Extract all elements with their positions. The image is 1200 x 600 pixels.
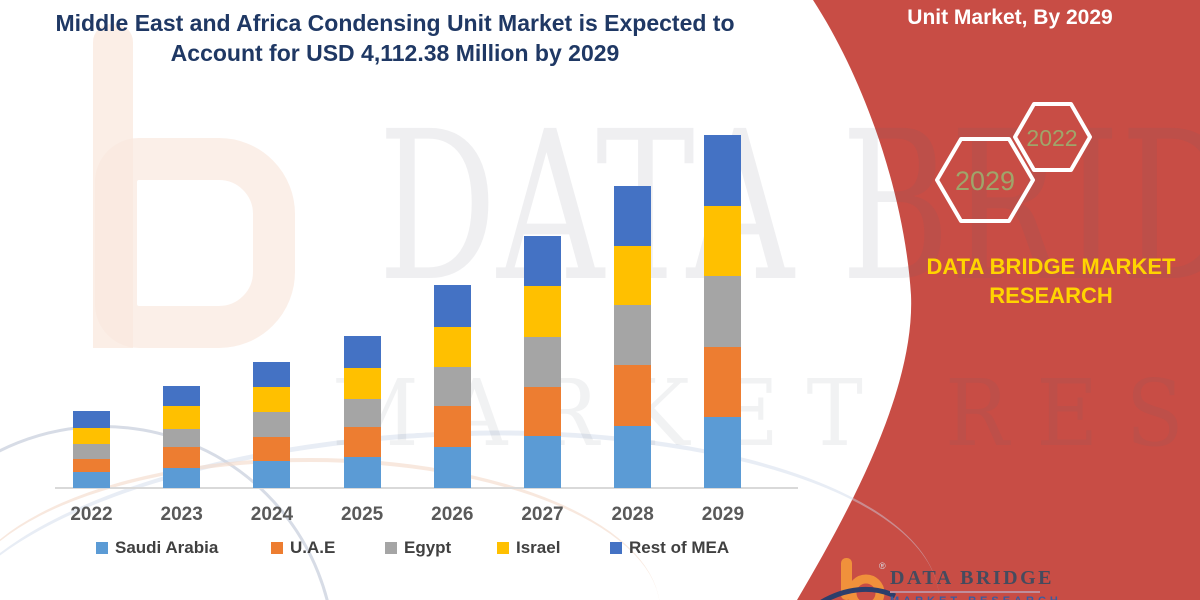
bar-segment-2024-saudi-arabia [253,461,291,488]
legend-swatch [610,542,622,554]
bar-segment-2025-rest-of-mea [343,335,381,369]
x-axis-line [55,487,798,489]
axis-year-label: 2024 [250,504,294,525]
legend-item: Israel [497,538,560,558]
axis-year-label: 2028 [611,504,654,525]
bar-segment-2027-egypt [524,337,561,387]
bar-segment-2029-rest-of-mea [704,135,742,207]
bar-segment-2029-israel [704,206,742,276]
chart-title: Middle East and Africa Condensing Unit M… [30,8,760,68]
bar-segment-2023-saudi-arabia [163,467,201,488]
axis-year-label: 2029 [701,504,745,525]
legend-item: Saudi Arabia [96,538,218,558]
bar-segment-2022-saudi-arabia [73,471,110,488]
bar-segment-2025-u-a-e [343,427,381,458]
bar-segment-2028-israel [614,246,652,306]
chart-title-line2: Account for USD 4,112.38 Million by 2029 [170,40,620,66]
legend-label: U.A.E [290,538,336,557]
bar-segment-2024-egypt [253,411,291,437]
bar-segment-2028-rest-of-mea [614,186,652,247]
legend-label: Egypt [404,538,452,557]
registered-trademark-icon: ® [879,561,886,571]
legend-label: Saudi Arabia [115,538,219,557]
bar-segment-2027-u-a-e [524,386,561,436]
bar-segment-2024-rest-of-mea [253,361,291,388]
legend-label: Rest of MEA [629,538,730,557]
legend-swatch [96,542,108,554]
legend-item: U.A.E [271,538,335,558]
bar-segment-2027-saudi-arabia [524,435,561,488]
legend-label: Israel [516,538,561,557]
bar-segment-2027-rest-of-mea [524,235,561,286]
brand-text-line1: DATA BRIDGE MARKET [926,254,1176,279]
bar-segment-2028-u-a-e [614,365,652,426]
bar-segment-2022-egypt [73,443,110,459]
bar-segment-2028-egypt [614,305,652,366]
bar-segment-2029-egypt [704,275,742,348]
swoosh-arc-watermark-pink [0,458,660,600]
bar-segment-2026-egypt [433,367,471,406]
bar-segment-2029-saudi-arabia [704,417,742,488]
legend-swatch [497,542,509,554]
legend-item: Rest of MEA [610,538,729,558]
bar-segment-2025-egypt [343,398,381,428]
axis-year-label: 2026 [431,504,474,525]
bar-segment-2022-rest-of-mea [73,411,110,428]
axis-year-label: 2023 [160,504,203,525]
chart-title-line1: Middle East and Africa Condensing Unit M… [55,10,735,36]
bar-segment-2026-saudi-arabia [433,447,471,488]
footer-wordmark-sub: MARKET RESEARCH [890,595,1062,600]
legend-swatch [385,542,397,554]
bar-segment-2022-u-a-e [73,458,110,472]
bar-segment-2028-saudi-arabia [614,425,652,488]
bar-segment-2026-rest-of-mea [433,285,471,328]
brand-text: DATA BRIDGE MARKET RESEARCH [920,252,1182,310]
legend-swatch [271,542,283,554]
footer-wordmark-rule [890,591,1040,593]
bar-segment-2025-saudi-arabia [343,457,381,488]
bar-segment-2026-israel [433,327,471,368]
bar-segment-2026-u-a-e [433,405,471,448]
axis-year-label: 2022 [70,504,113,525]
bar-segment-2027-israel [524,285,561,338]
legend-item: Egypt [385,538,451,558]
bar-segment-2023-egypt [163,428,201,447]
brand-text-line2: RESEARCH [989,283,1113,308]
bar-segment-2023-israel [163,405,201,429]
axis-year-label: 2025 [340,504,384,525]
axis-year-label: 2027 [521,504,564,525]
footer-wordmark: DATA BRIDGE [890,567,1055,589]
bar-segment-2024-u-a-e [253,436,291,462]
bar-segment-2023-u-a-e [163,446,201,468]
banner-heading: Unit Market, By 2029 [907,6,1113,29]
bar-segment-2023-rest-of-mea [163,385,201,406]
bar-segment-2024-israel [253,387,291,412]
bar-segment-2029-u-a-e [704,347,742,418]
bar-segment-2025-israel [343,368,381,399]
bar-segment-2022-israel [73,427,110,444]
